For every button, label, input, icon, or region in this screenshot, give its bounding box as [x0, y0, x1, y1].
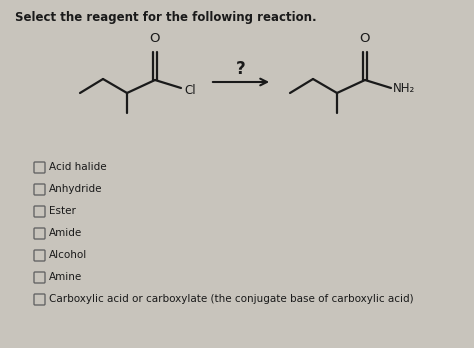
- Text: Amine: Amine: [49, 272, 82, 283]
- Text: Cl: Cl: [184, 85, 196, 97]
- Text: Carboxylic acid or carboxylate (the conjugate base of carboxylic acid): Carboxylic acid or carboxylate (the conj…: [49, 294, 414, 304]
- FancyBboxPatch shape: [34, 162, 45, 173]
- Text: Alcohol: Alcohol: [49, 251, 87, 261]
- Text: Acid halide: Acid halide: [49, 163, 107, 173]
- Text: NH₂: NH₂: [393, 82, 415, 95]
- FancyBboxPatch shape: [34, 250, 45, 261]
- Text: ?: ?: [236, 60, 246, 78]
- FancyBboxPatch shape: [34, 206, 45, 217]
- Text: Ester: Ester: [49, 206, 76, 216]
- Text: Amide: Amide: [49, 229, 82, 238]
- FancyBboxPatch shape: [34, 228, 45, 239]
- Text: Select the reagent for the following reaction.: Select the reagent for the following rea…: [15, 11, 317, 24]
- Text: Anhydride: Anhydride: [49, 184, 102, 195]
- Text: O: O: [360, 32, 370, 45]
- FancyBboxPatch shape: [34, 184, 45, 195]
- FancyBboxPatch shape: [34, 294, 45, 305]
- FancyBboxPatch shape: [34, 272, 45, 283]
- Text: O: O: [150, 32, 160, 45]
